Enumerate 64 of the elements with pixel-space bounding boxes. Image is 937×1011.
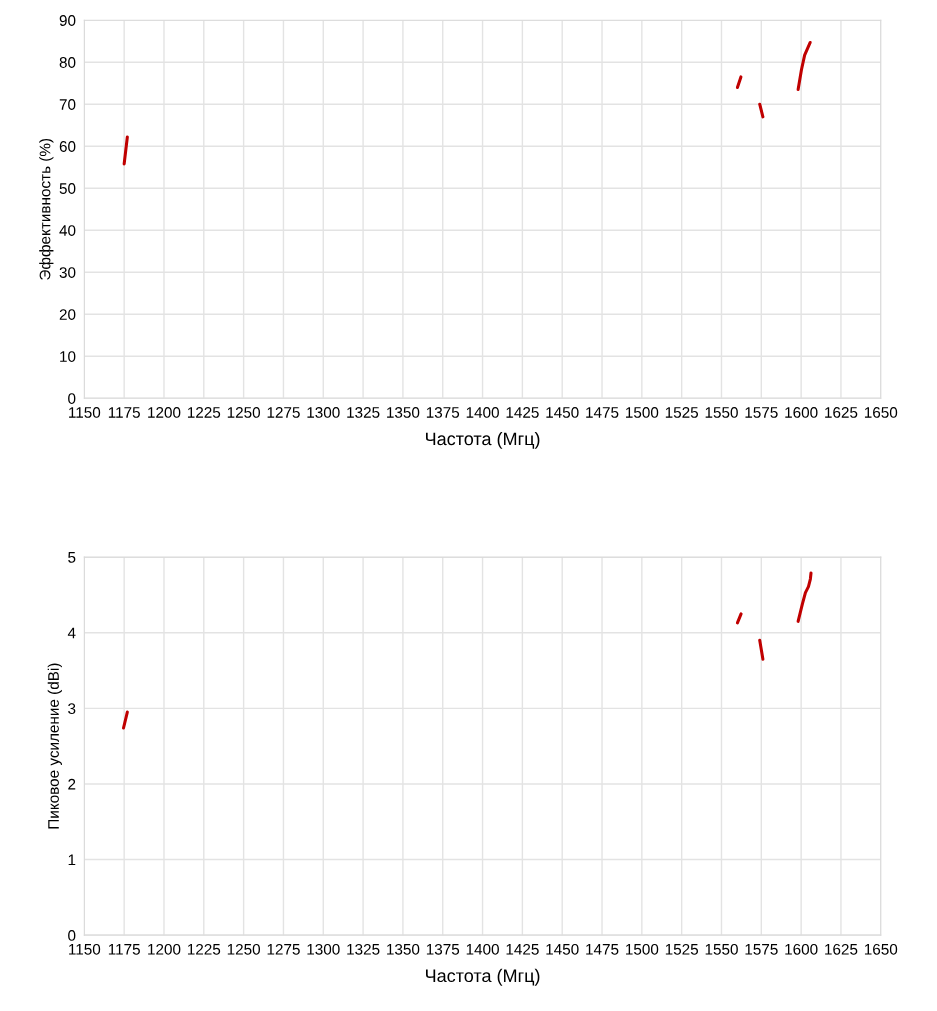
x-tick-label: 1350 xyxy=(387,943,420,955)
y-axis-title: Эффективность (%) xyxy=(39,138,54,280)
x-tick-label: 1400 xyxy=(466,943,499,955)
y-tick-label: 30 xyxy=(59,267,76,278)
x-tick-label: 1475 xyxy=(586,407,619,418)
y-tick-label: 2 xyxy=(68,778,76,790)
y-tick-label: 10 xyxy=(60,351,76,362)
x-axis-title: Частота (Мгц) xyxy=(426,968,540,986)
x-tick-label: 1525 xyxy=(665,407,699,418)
x-tick-label: 1650 xyxy=(864,407,898,418)
x-tick-label: 1225 xyxy=(187,407,221,418)
y-tick-label: 40 xyxy=(59,225,76,236)
y-tick-label: 50 xyxy=(59,183,76,194)
x-tick-label: 1250 xyxy=(227,943,261,955)
x-tick-label: 1575 xyxy=(745,944,778,955)
y-tick-label: 4 xyxy=(67,627,76,639)
y-tick-label: 0 xyxy=(68,930,76,941)
y-tick-label: 20 xyxy=(59,309,76,320)
x-tick-label: 1600 xyxy=(785,943,818,955)
x-tick-label: 1500 xyxy=(626,407,659,418)
x-tick-label: 1225 xyxy=(187,943,221,955)
y-tick-label: 70 xyxy=(59,99,76,110)
x-tick-label: 1325 xyxy=(347,943,380,955)
x-tick-label: 1375 xyxy=(426,943,460,955)
x-tick-label: 1450 xyxy=(546,943,579,955)
x-tick-label: 1550 xyxy=(705,943,738,955)
x-tick-label: 1275 xyxy=(267,407,300,418)
x-tick-label: 1150 xyxy=(69,407,101,418)
y-tick-label: 0 xyxy=(68,393,76,404)
x-tick-label: 1275 xyxy=(267,943,300,955)
x-tick-label: 1425 xyxy=(506,943,539,955)
y-tick-label: 80 xyxy=(59,57,76,68)
x-tick-label: 1550 xyxy=(705,407,738,418)
y-tick-label: 90 xyxy=(59,15,76,26)
x-tick-label: 1525 xyxy=(665,943,699,955)
x-tick-label: 1575 xyxy=(745,407,778,418)
x-tick-label: 1250 xyxy=(227,407,261,418)
x-tick-label: 1450 xyxy=(546,407,579,418)
x-tick-label: 1500 xyxy=(626,943,659,955)
y-tick-label: 3 xyxy=(68,703,76,715)
x-tick-label: 1175 xyxy=(108,944,140,955)
x-tick-label: 1625 xyxy=(825,943,858,955)
y-tick-label: 5 xyxy=(68,552,76,563)
y-tick-label: 60 xyxy=(59,141,76,152)
x-axis-title: Частота (Мгц) xyxy=(426,431,540,449)
x-tick-label: 1175 xyxy=(108,407,140,418)
line-series xyxy=(796,40,812,92)
y-axis-title: Пиковое усиление (dBi) xyxy=(47,663,62,829)
x-tick-label: 1650 xyxy=(864,943,898,955)
x-tick-label: 1375 xyxy=(426,407,460,418)
x-tick-label: 1600 xyxy=(785,407,818,418)
x-tick-label: 1400 xyxy=(466,407,499,418)
x-tick-label: 1425 xyxy=(506,407,539,418)
x-tick-label: 1350 xyxy=(387,407,420,418)
x-tick-label: 1325 xyxy=(347,407,380,418)
x-tick-label: 1300 xyxy=(307,407,340,418)
x-tick-label: 1200 xyxy=(148,943,181,955)
x-tick-label: 1150 xyxy=(69,943,101,955)
line-series xyxy=(796,571,813,623)
x-tick-label: 1300 xyxy=(307,943,340,955)
x-tick-label: 1625 xyxy=(825,407,858,418)
y-tick-label: 1 xyxy=(68,854,76,866)
x-tick-label: 1475 xyxy=(586,944,619,955)
x-tick-label: 1200 xyxy=(148,407,181,418)
